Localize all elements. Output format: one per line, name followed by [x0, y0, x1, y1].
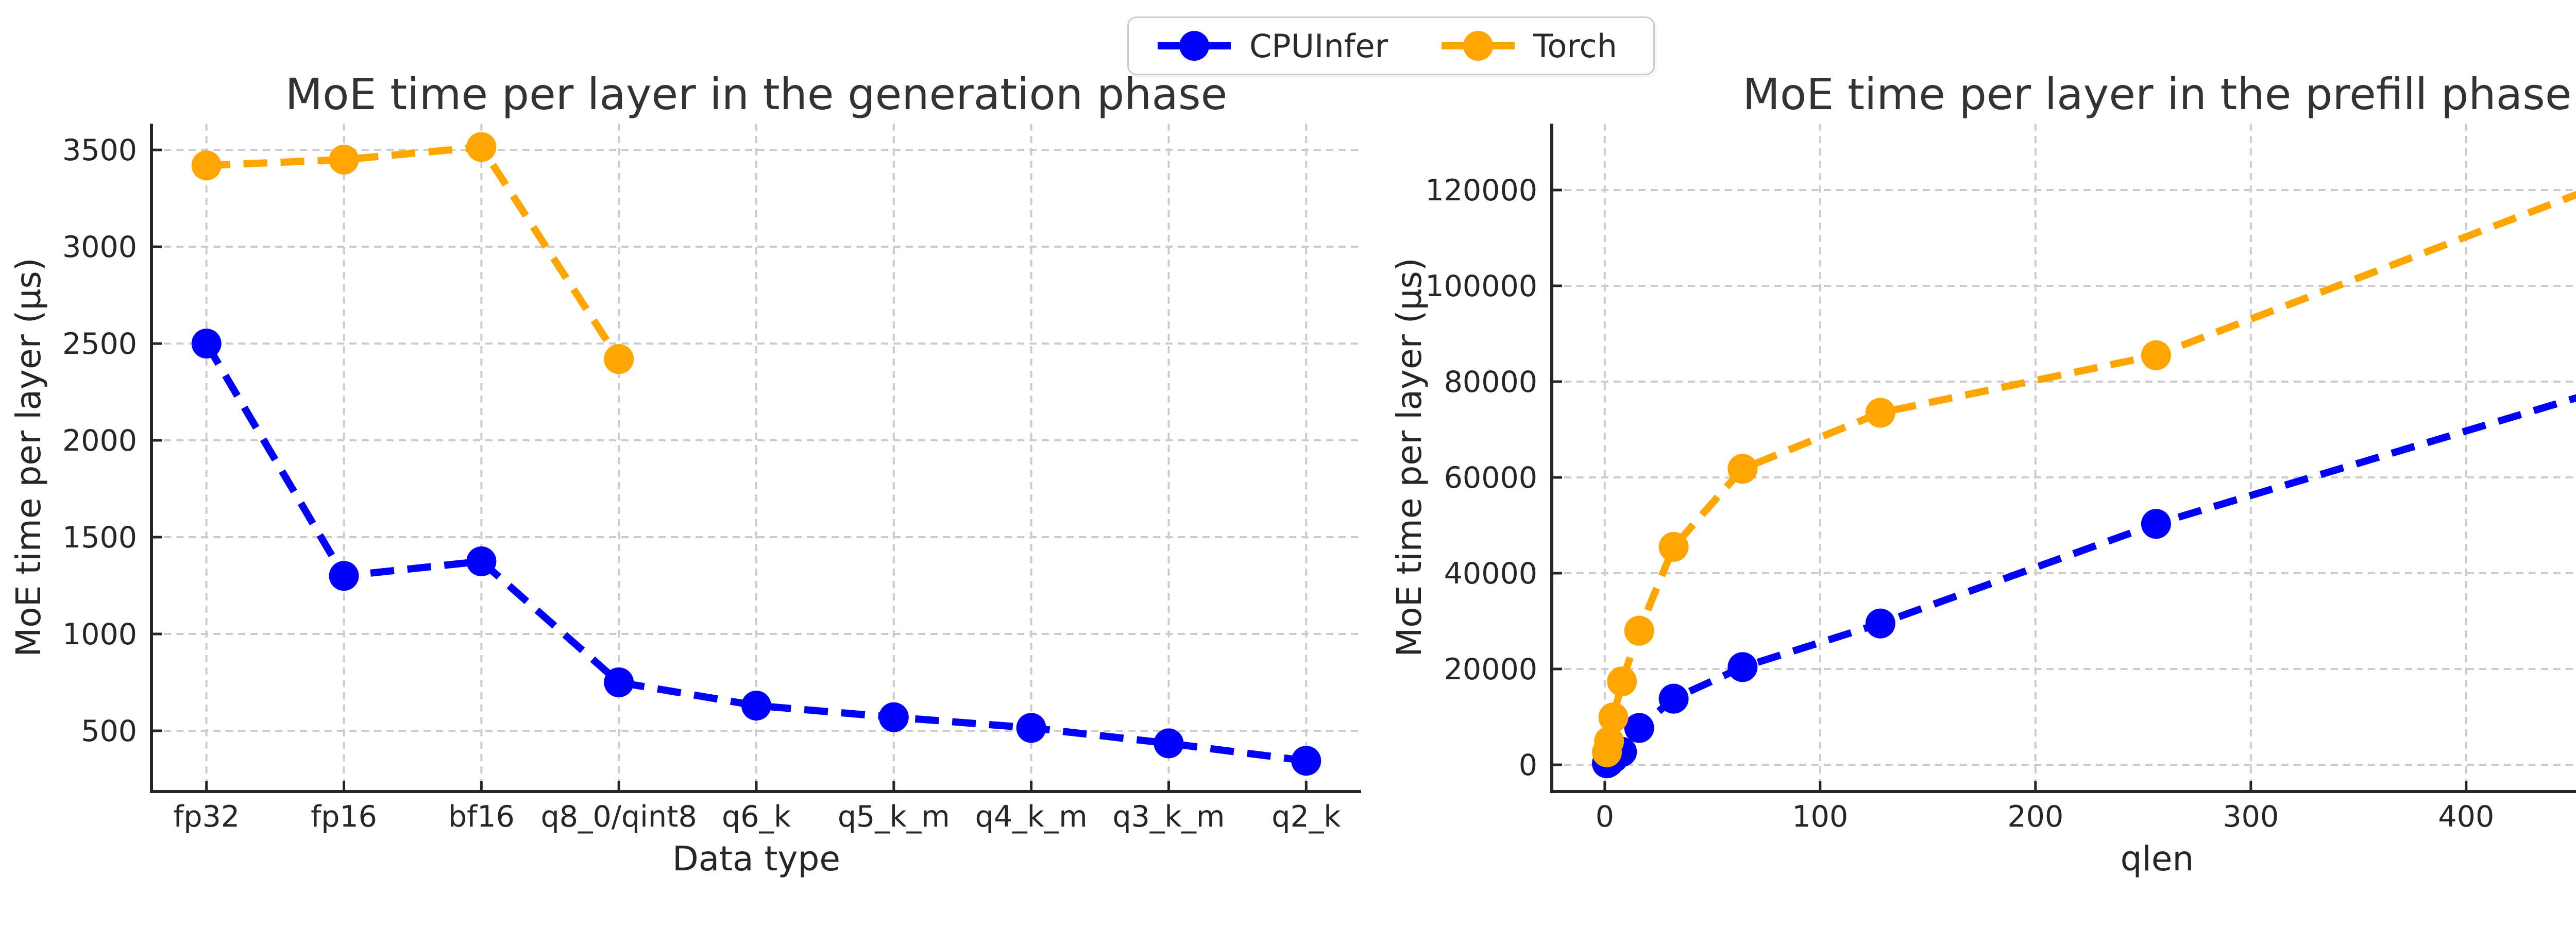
y-tick-label: 3500: [62, 133, 137, 167]
x-tick-label: q5_k_m: [838, 800, 950, 834]
x-tick-label: q6_k: [722, 800, 791, 834]
torch-line-marker-icon: [1442, 31, 1515, 61]
x-tick-label: 0: [1596, 800, 1614, 834]
series-line-cpuinfer: [1605, 394, 2576, 767]
data-point-torch: [604, 344, 634, 374]
legend-item-cpuinfer: CPUInfer: [1156, 27, 1388, 65]
prefill-chart-title: MoE time per layer in the prefill phase: [1742, 69, 2571, 119]
generation-xaxis-label: Data type: [672, 839, 840, 879]
y-tick-label: 1500: [62, 521, 137, 555]
data-point-torch: [1607, 666, 1637, 697]
data-point-cpuinfer: [878, 702, 909, 732]
x-tick-label: fp32: [173, 800, 240, 834]
legend-label-torch: Torch: [1533, 27, 1617, 65]
generation-plot-area: fp32 fp16 bf16 q8_0/qint8 q6_k q5_k_m q4_k_m q3…: [62, 124, 1361, 834]
y-tick-label: 1000: [62, 617, 137, 651]
x-tick-label: q4_k_m: [975, 800, 1088, 834]
x-tick-label: q2_k: [1272, 800, 1341, 834]
legend: CPUInfer Torch: [1127, 16, 1655, 75]
generation-yaxis-label: MoE time per layer (µs): [9, 258, 48, 657]
data-point-torch: [1727, 454, 1758, 484]
data-point-cpuinfer: [1291, 746, 1321, 776]
data-point-cpuinfer: [329, 561, 359, 591]
data-point-cpuinfer: [1624, 713, 1654, 743]
data-point-cpuinfer: [604, 667, 634, 697]
data-point-cpuinfer: [191, 329, 222, 359]
data-point-torch: [1865, 398, 1895, 428]
data-point-torch: [2141, 340, 2171, 370]
y-tick-label: 60000: [1444, 461, 1537, 495]
series-line-cpuinfer: [203, 341, 1307, 765]
data-point-torch: [1594, 726, 1624, 757]
data-point-torch: [466, 132, 497, 162]
data-point-cpuinfer: [1727, 652, 1758, 682]
legend-item-torch: Torch: [1439, 27, 1617, 65]
x-tick-label: bf16: [448, 800, 515, 834]
x-tick-label: 100: [1792, 800, 1848, 834]
x-tick-label: 200: [2007, 800, 2063, 834]
gridlines: [1552, 124, 2576, 792]
x-tick-label: q3_k_m: [1112, 800, 1225, 834]
prefill-xaxis-label: qlen: [2121, 839, 2194, 879]
x-tick-label: q8_0/qint8: [541, 800, 697, 834]
cpuinfer-line-marker-icon: [1158, 31, 1231, 61]
prefill-yaxis-label: MoE time per layer (µs): [1389, 258, 1429, 657]
generation-chart-title: MoE time per layer in the generation pha…: [285, 69, 1228, 119]
prefill-plot-area: 0100200300400500020000400006000080000100…: [1425, 124, 2576, 834]
legend-label-cpuinfer: CPUInfer: [1249, 27, 1388, 65]
y-tick-label: 120000: [1425, 174, 1537, 208]
data-point-cpuinfer: [1154, 728, 1184, 759]
x-tick-label: 300: [2223, 800, 2279, 834]
data-point-cpuinfer: [1016, 713, 1046, 743]
generation-chart: fp32 fp16 bf16 q8_0/qint8 q6_k q5_k_m q4_k_m q3…: [9, 69, 1361, 879]
data-point-torch: [191, 150, 222, 181]
y-tick-label: 0: [1519, 748, 1537, 782]
series-line-torch: [206, 143, 622, 361]
data-point-cpuinfer: [1865, 608, 1895, 639]
y-tick-label: 80000: [1444, 365, 1537, 399]
y-tick-label: 500: [81, 714, 137, 748]
y-tick-label: 3000: [62, 230, 137, 264]
y-tick-label: 20000: [1444, 653, 1537, 686]
data-point-cpuinfer: [741, 691, 771, 721]
y-tick-label: 100000: [1425, 269, 1537, 303]
data-point-torch: [329, 144, 359, 175]
y-tick-label: 2500: [62, 327, 137, 361]
y-tick-label: 2000: [62, 424, 137, 458]
data-point-cpuinfer: [1658, 683, 1689, 714]
data-point-torch: [1598, 702, 1629, 732]
x-tick-label: 400: [2438, 800, 2494, 834]
data-point-cpuinfer: [2141, 509, 2171, 539]
data-point-torch: [1624, 615, 1654, 646]
data-point-torch: [1658, 531, 1689, 562]
x-tick-label: fp16: [311, 800, 377, 834]
data-point-cpuinfer: [466, 546, 497, 577]
y-tick-label: 40000: [1444, 557, 1537, 591]
prefill-chart: 0100200300400500020000400006000080000100…: [1389, 69, 2576, 879]
